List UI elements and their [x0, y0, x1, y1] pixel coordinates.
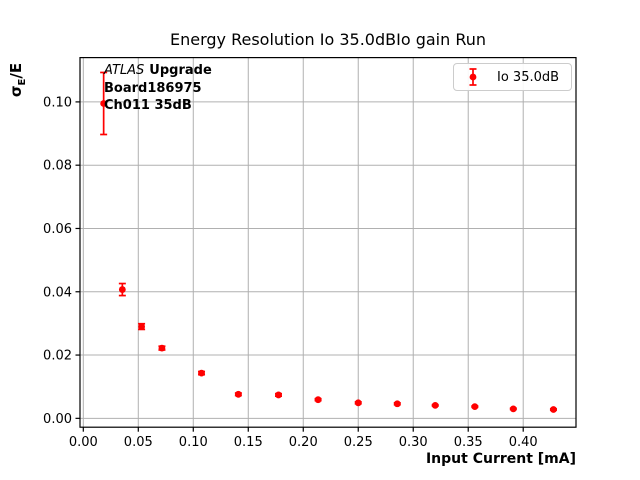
x-tick-label: 0.15 — [234, 435, 263, 450]
data-point — [431, 401, 439, 409]
data-point — [354, 399, 362, 407]
data-point — [100, 100, 108, 107]
data-point — [158, 344, 166, 352]
data-point — [471, 403, 479, 411]
legend: Io 35.0dB — [453, 63, 572, 91]
annotation-block: ATLAS Upgrade Board186975 Ch011 35dB — [104, 62, 212, 115]
ylabel-rest: /E — [7, 62, 25, 79]
y-tick-label: 0.08 — [43, 159, 72, 174]
data-point — [234, 390, 242, 398]
y-tick-label: 0.04 — [43, 285, 72, 300]
data-point — [314, 396, 322, 404]
data-point — [198, 369, 205, 377]
data-point — [138, 323, 145, 330]
annotation-line-2: Board186975 — [104, 80, 202, 96]
x-tick-label: 0.10 — [179, 435, 208, 450]
x-tick-label: 0.00 — [69, 435, 98, 450]
annotation-upgrade: Upgrade — [149, 63, 212, 78]
data-point — [509, 405, 517, 413]
x-tick-label: 0.25 — [344, 435, 373, 450]
y-axis-label: σE/E — [7, 30, 28, 130]
x-tick-label: 0.35 — [454, 435, 483, 450]
y-tick-label: 0.10 — [43, 95, 72, 110]
errorbar-marker-icon — [469, 68, 477, 86]
chart-title: Energy Resolution Io 35.0dBIo gain Run — [169, 30, 487, 49]
annotation-line-1: ATLAS Upgrade — [104, 62, 212, 80]
x-tick-label: 0.05 — [124, 435, 153, 450]
data-point — [393, 400, 401, 408]
annotation-experiment: ATLAS — [104, 63, 145, 78]
axes-spines — [79, 56, 577, 428]
y-tick-label: 0.02 — [43, 349, 72, 364]
x-axis-label: Input Current [mA] — [425, 451, 576, 467]
ylabel-subscript: E — [17, 78, 28, 86]
ylabel-sigma: σ — [7, 85, 25, 98]
data-point — [550, 406, 557, 413]
annotation-line-3: Ch011 35dB — [104, 98, 192, 113]
x-tick-label: 0.20 — [289, 435, 318, 450]
x-tick-label: 0.30 — [399, 435, 428, 450]
data-point — [275, 391, 282, 399]
y-tick-label: 0.06 — [43, 222, 72, 237]
legend-label: Io 35.0dB — [497, 69, 560, 85]
data-point — [118, 286, 126, 293]
y-tick-label: 0.00 — [43, 412, 72, 427]
x-tick-label: 0.40 — [509, 435, 538, 450]
